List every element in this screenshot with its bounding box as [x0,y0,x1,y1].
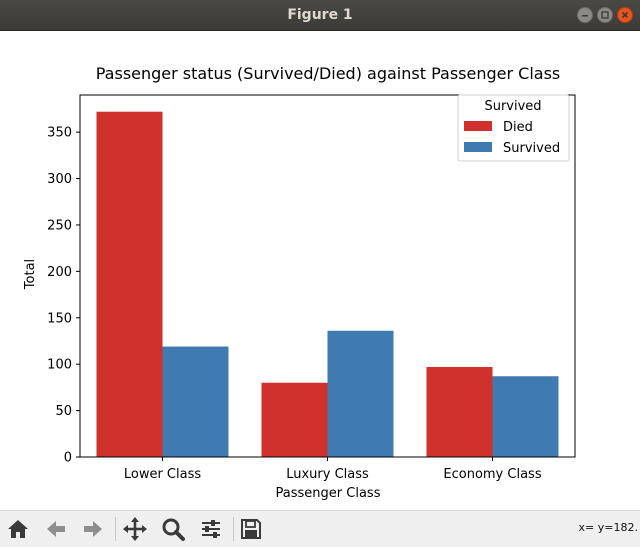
toolbar-separator [233,517,234,541]
chart-title: Passenger status (Survived/Died) against… [96,64,560,83]
configure-icon [202,520,220,538]
legend-label-died: Died [503,120,533,135]
y-tick-label: 50 [55,404,72,419]
forward-button[interactable] [79,515,107,543]
figure-canvas[interactable]: Passenger status (Survived/Died) against… [0,31,640,510]
pan-button[interactable] [121,515,149,543]
zoom-icon [162,518,185,541]
minimize-icon [582,15,588,17]
x-tick-label: Lower Class [124,467,202,482]
minimize-button[interactable] [577,7,593,23]
back-icon [47,521,65,537]
maximize-button[interactable] [597,7,613,23]
zoom-button[interactable] [159,515,187,543]
x-tick-label: Economy Class [443,467,541,482]
save-icon [241,519,261,539]
bar-survived-luxury-class [327,330,394,457]
legend-swatch-died [464,121,492,131]
x-tick-label: Luxury Class [286,467,369,482]
y-tick-label: 250 [47,218,72,233]
toolbar-separator [115,517,116,541]
y-tick-label: 200 [47,265,72,280]
bar-chart: Passenger status (Survived/Died) against… [23,64,576,501]
close-button[interactable] [617,7,633,23]
y-tick-label: 100 [47,358,72,373]
back-button[interactable] [42,515,70,543]
home-icon [8,520,28,538]
bar-survived-economy-class [492,376,559,457]
close-icon [621,11,629,19]
legend-title: Survived [484,99,541,114]
bar-died-economy-class [426,366,493,457]
bar-died-luxury-class [261,382,328,457]
home-button[interactable] [4,515,32,543]
y-tick-label: 350 [47,126,72,141]
y-axis-label: Total [23,259,38,290]
y-tick-label: 0 [64,451,72,466]
save-button[interactable] [237,515,265,543]
navigation-toolbar: x= y=182. [0,510,640,547]
cursor-coordinates: x= y=182. [578,521,638,534]
window-titlebar: Figure 1 [0,0,640,31]
bar-died-lower-class [96,111,163,457]
x-axis-label: Passenger Class [276,486,381,501]
forward-icon [84,521,102,537]
legend-label-survived: Survived [503,141,560,156]
legend: Survived Died Survived [457,94,570,162]
y-tick-label: 300 [47,172,72,187]
configure-subplots-button[interactable] [197,515,225,543]
maximize-icon [601,11,609,19]
plot-frame [79,94,576,458]
window-title: Figure 1 [287,7,353,23]
pan-icon [123,517,147,541]
bar-survived-lower-class [162,346,229,457]
legend-swatch-survived [464,142,492,152]
y-tick-label: 150 [47,311,72,326]
